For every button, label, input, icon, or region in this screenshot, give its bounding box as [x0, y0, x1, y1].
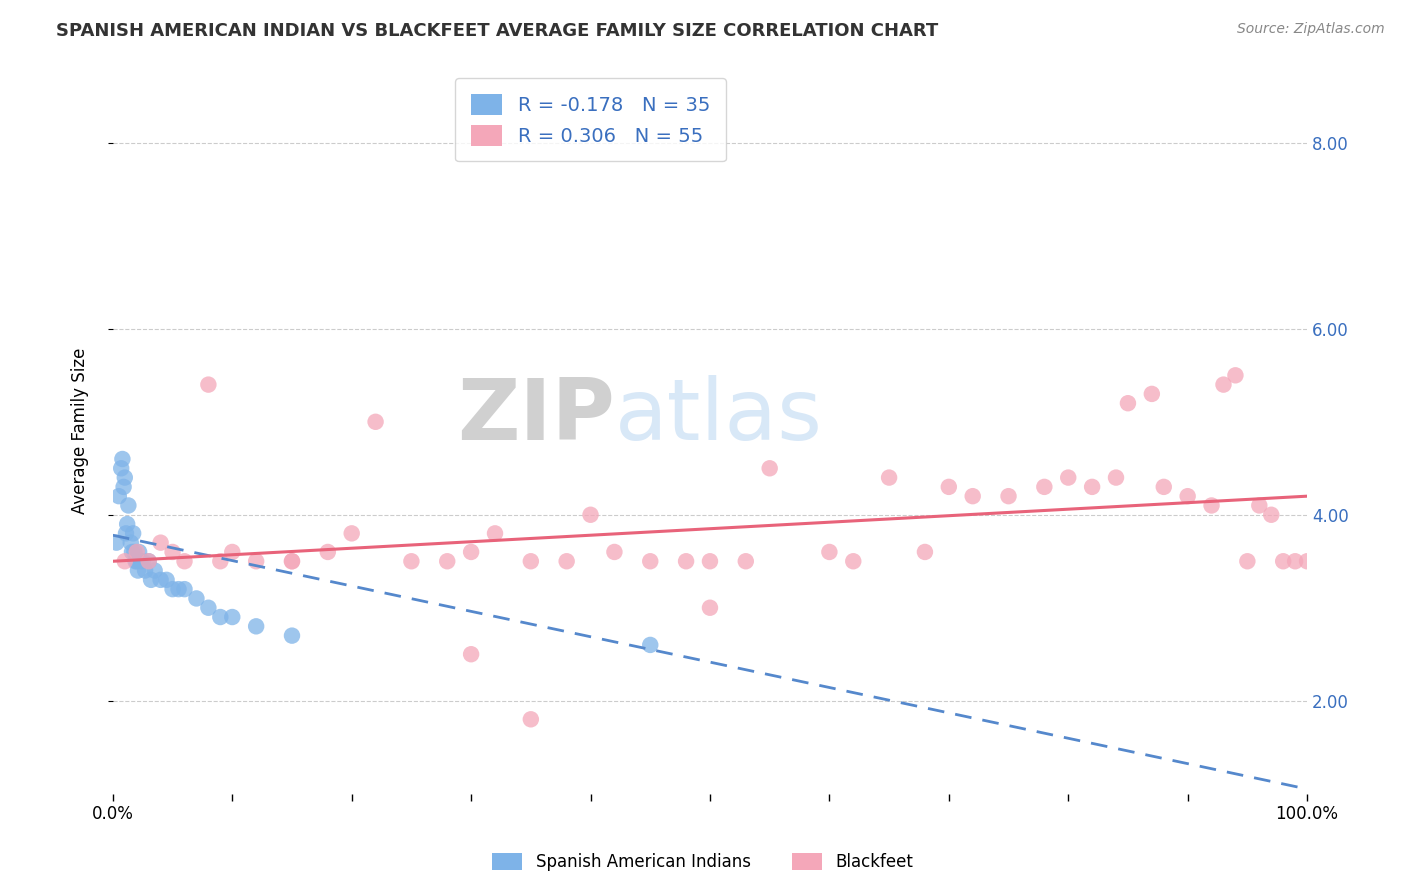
Point: [316, 545, 339, 559]
Point: [112, 480, 135, 494]
Point: [197, 600, 219, 615]
Point: [114, 554, 136, 568]
Point: [1081, 480, 1104, 494]
Point: [105, 535, 128, 549]
Point: [121, 545, 143, 559]
Point: [209, 554, 232, 568]
Point: [124, 545, 146, 559]
Point: [1201, 499, 1223, 513]
Point: [186, 591, 208, 606]
Point: [842, 554, 865, 568]
Text: atlas: atlas: [614, 376, 823, 458]
Point: [167, 582, 190, 596]
Point: [197, 377, 219, 392]
Point: [108, 489, 131, 503]
Point: [138, 554, 160, 568]
Point: [115, 526, 138, 541]
Point: [162, 545, 184, 559]
Point: [117, 499, 139, 513]
Point: [401, 554, 423, 568]
Point: [520, 712, 543, 726]
Point: [281, 554, 304, 568]
Point: [114, 470, 136, 484]
Point: [818, 545, 841, 559]
Point: [340, 526, 363, 541]
Point: [120, 535, 142, 549]
Point: [111, 452, 134, 467]
Point: [131, 554, 153, 568]
Point: [127, 564, 149, 578]
Point: [1057, 470, 1080, 484]
Point: [484, 526, 506, 541]
Point: [1105, 470, 1128, 484]
Point: [149, 535, 172, 549]
Point: [125, 545, 148, 559]
Point: [938, 480, 960, 494]
Point: [221, 610, 243, 624]
Point: [758, 461, 780, 475]
Legend: R = -0.178   N = 35, R = 0.306   N = 55: R = -0.178 N = 35, R = 0.306 N = 55: [456, 78, 725, 161]
Point: [460, 545, 482, 559]
Text: SPANISH AMERICAN INDIAN VS BLACKFEET AVERAGE FAMILY SIZE CORRELATION CHART: SPANISH AMERICAN INDIAN VS BLACKFEET AVE…: [56, 22, 938, 40]
Point: [209, 610, 232, 624]
Point: [675, 554, 697, 568]
Point: [125, 554, 148, 568]
Point: [460, 647, 482, 661]
Point: [245, 619, 267, 633]
Legend: Spanish American Indians, Blackfeet: Spanish American Indians, Blackfeet: [484, 845, 922, 880]
Point: [914, 545, 936, 559]
Point: [162, 582, 184, 596]
Point: [134, 564, 156, 578]
Text: ZIP: ZIP: [457, 376, 614, 458]
Text: Source: ZipAtlas.com: Source: ZipAtlas.com: [1237, 22, 1385, 37]
Point: [281, 554, 304, 568]
Point: [638, 638, 661, 652]
Point: [173, 554, 195, 568]
Point: [122, 526, 145, 541]
Point: [221, 545, 243, 559]
Point: [962, 489, 984, 503]
Point: [1116, 396, 1139, 410]
Point: [110, 461, 132, 475]
Point: [1249, 499, 1271, 513]
Point: [699, 600, 721, 615]
Point: [877, 470, 900, 484]
Point: [603, 545, 626, 559]
Point: [149, 573, 172, 587]
Point: [364, 415, 387, 429]
Point: [1212, 377, 1234, 392]
Point: [1177, 489, 1199, 503]
Point: [281, 629, 304, 643]
Point: [555, 554, 578, 568]
Point: [115, 517, 138, 532]
Point: [436, 554, 458, 568]
Point: [579, 508, 602, 522]
Point: [173, 582, 195, 596]
Point: [1272, 554, 1295, 568]
Y-axis label: Average Family Size: Average Family Size: [72, 348, 89, 515]
Point: [138, 554, 160, 568]
Point: [245, 554, 267, 568]
Point: [139, 573, 162, 587]
Point: [1296, 554, 1319, 568]
Point: [520, 554, 543, 568]
Point: [699, 554, 721, 568]
Point: [124, 554, 146, 568]
Point: [997, 489, 1019, 503]
Point: [155, 573, 177, 587]
Point: [1033, 480, 1056, 494]
Point: [128, 545, 150, 559]
Point: [734, 554, 756, 568]
Point: [143, 564, 166, 578]
Point: [1225, 368, 1247, 383]
Point: [1284, 554, 1306, 568]
Point: [638, 554, 661, 568]
Point: [1153, 480, 1175, 494]
Point: [1140, 387, 1163, 401]
Point: [129, 554, 152, 568]
Point: [1260, 508, 1282, 522]
Point: [1236, 554, 1258, 568]
